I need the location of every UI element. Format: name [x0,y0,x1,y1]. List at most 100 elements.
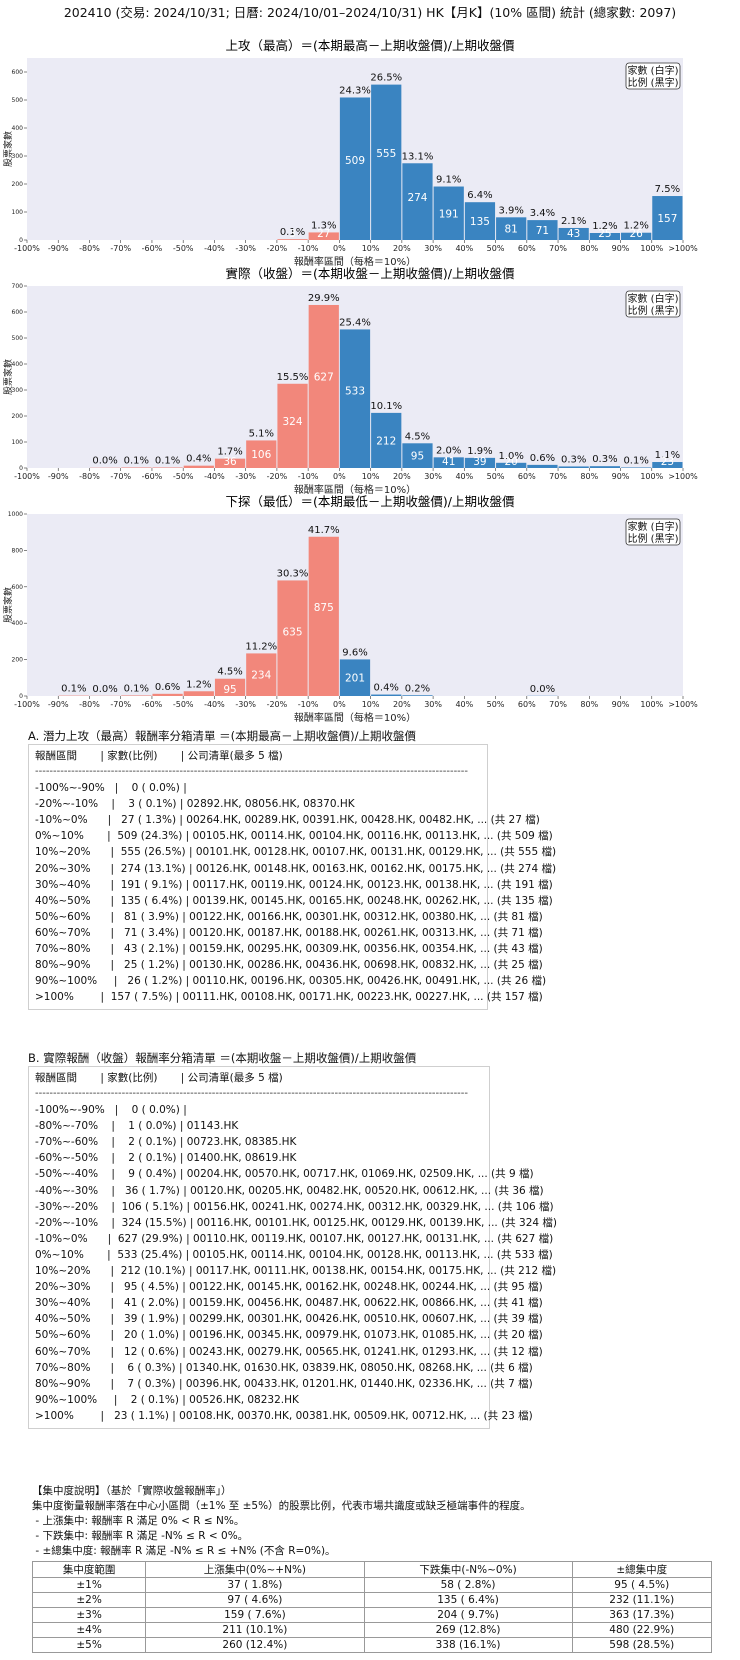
bar-percent-label: 0.0% [530,684,555,695]
bin-row: -50%~-40% | 9 ( 0.4%) | 00204.HK, 00570.… [35,1168,534,1181]
concentration-section: 【集中度說明】（基於「實際收盤報酬率」） 集中度衡量報酬率落在中心小區間（±1%… [31,1484,712,1653]
x-tick-label: -90% [48,244,69,253]
y-tick-label: 500 [12,335,24,342]
bar-count-label: 26 [629,228,643,240]
concentration-table: 集中度範圍 上漲集中(0%~+N%) 下跌集中(-N%~0%) ±總集中度 ±1… [31,1561,712,1653]
section-a-title: A. 潛力上攻（最高）報酬率分箱清單 ＝(本期最高－上期收盤價)/上期收盤價 [28,729,416,743]
bin-row: >100% | 157 ( 7.5%) | 00111.HK, 00108.HK… [35,991,543,1004]
y-tick-label: 600 [12,69,24,76]
concentration-header: 集中度範圍 [31,1561,147,1578]
bar-percent-label: 30.3% [277,568,309,579]
x-tick-label: 90% [612,700,630,709]
section-b-box: 報酬區間 | 家數(比例) | 公司清單(最多 5 檔) -----------… [28,1066,557,1429]
concentration-cell: 58 ( 2.8%) [363,1577,573,1593]
y-tick-label: 400 [12,620,24,627]
concentration-body: ±1% 37 ( 1.8%) 58 ( 2.8%) 95 ( 4.5%) ±2% 97 (… [31,1577,712,1653]
bar [371,694,402,696]
section-a-rows: -100%~-90% | 0 ( 0.0%) | -20%~-10% | 3 ( … [35,780,557,1005]
bin-row: 10%~20% | 555 (26.5%) | 00101.HK, 00128.… [35,846,557,859]
page-title: 202410 (交易: 2024/10/31; 日曆: 2024/10/01–2… [63,5,677,20]
bar [464,202,496,240]
bin-row: 80%~90% | 25 ( 1.2%) | 00130.HK, 00286.H… [35,959,543,972]
concentration-line: - ±總集中度: 報酬率 R 滿足 -N% ≤ R ≤ +N% (不含 R=0%… [32,1545,336,1557]
bar [339,329,371,468]
bar-percent-label: 0.1% [124,683,149,694]
bar-percent-label: 2.1% [561,216,586,227]
x-tick-label: 100% [640,700,663,709]
x-tick-label: 90% [612,472,630,481]
legend-line: 比例 (黑字) [628,304,679,317]
bar-percent-label: 26.5% [370,73,402,84]
concentration-cell: ±3% [31,1607,147,1623]
bar [621,467,652,468]
bar [152,693,183,696]
x-tick-label: -90% [48,700,69,709]
x-tick-label: 20% [393,472,411,481]
bar [214,458,246,468]
section-a-box: 報酬區間 | 家數(比例) | 公司清單(最多 5 檔) -----------… [28,744,557,1011]
x-tick-label: -100% [14,472,40,481]
x-tick-label: 50% [487,244,505,253]
y-tick-label: 200 [12,657,24,664]
bar-percent-label: 41.7% [308,525,340,536]
bin-row: 20%~30% | 95 ( 4.5%) | 00122.HK, 00145.H… [35,1281,543,1294]
x-tick-label: 40% [455,700,473,709]
bin-row: 40%~50% | 135 ( 6.4%) | 00139.HK, 00145.… [35,894,553,907]
concentration-cell: 269 (12.8%) [363,1622,573,1638]
section-b-header: 報酬區間 | 家數(比例) | 公司清單(最多 5 檔) [35,1072,283,1084]
bin-row: -30%~-20% | 106 ( 5.1%) | 00156.HK, 0024… [35,1200,554,1213]
bar-percent-label: 0.3% [561,454,586,465]
bin-row: 60%~70% | 12 ( 0.6%) | 00243.HK, 00279.H… [35,1345,543,1358]
section-a-header: 報酬區間 | 家數(比例) | 公司清單(最多 5 檔) [35,750,283,762]
bin-row: 20%~30% | 274 (13.1%) | 00126.HK, 00148.… [35,862,557,875]
bar-count-label: 157 [657,213,677,225]
y-tick-label: 0 [19,693,23,700]
x-tick-label: 90% [612,244,630,253]
bar [433,457,464,468]
y-tick-label: 200 [12,413,24,420]
bar [496,217,527,240]
section-a: A. 潛力上攻（最高）報酬率分箱清單 ＝(本期最高－上期收盤價)/上期收盤價 報… [28,729,557,1011]
bar-percent-label: 9.6% [342,647,367,658]
bar-percent-label: 1.2% [592,221,617,232]
x-tick-label: 60% [518,472,536,481]
concentration-cell: 159 ( 7.6%) [145,1607,365,1623]
concentration-title: 【集中度說明】（基於「實際收盤報酬率」） [32,1485,232,1497]
concentration-header: 上漲集中(0%~+N%) [145,1561,365,1578]
concentration-row: ±2% 97 ( 4.6%) 135 ( 6.4%) 232 (11.1%) [31,1592,712,1608]
bar-percent-label: 9.1% [436,175,461,186]
x-tick-label: 50% [487,472,505,481]
bar-percent-label: 3.9% [498,205,523,216]
y-tick-label: 400 [12,361,24,368]
bin-row: 70%~80% | 6 ( 0.3%) | 01340.HK, 01630.HK… [35,1361,533,1374]
bar [589,466,621,468]
x-tick-label: -70% [110,472,131,481]
concentration-cell: ±4% [31,1622,147,1638]
bar [371,84,402,240]
bar-percent-label: 0.0% [92,456,117,467]
bar [152,467,183,468]
concentration-header: ±總集中度 [571,1561,712,1578]
concentration-cell: 135 ( 6.4%) [363,1592,573,1608]
section-b: B. 實際報酬（收盤）報酬率分箱清單 ＝(本期收盤－上期收盤價)/上期收盤價 報… [28,1051,557,1429]
bar-percent-label: 10.1% [370,401,402,412]
bar [589,233,621,240]
bar-percent-label: 6.4% [467,190,492,201]
legend-box [625,290,681,318]
legend-line: 家數 (白字) [628,64,679,77]
bar [183,691,214,696]
legend-box [625,62,681,90]
x-tick-label: -10% [298,472,319,481]
bar-percent-label: 5.1% [249,428,274,439]
y-tick-label: 500 [12,97,24,104]
x-tick-label: -20% [267,244,288,253]
x-tick-label: 30% [424,244,442,253]
x-tick-label: 20% [393,700,411,709]
bar-count-label: 106 [251,449,271,461]
chart-title: 實際（收盤）＝(本期收盤－上期收盤價)/上期收盤價 [226,266,515,281]
bar [527,220,558,240]
y-tick-label: 800 [12,547,24,554]
concentration-cell: ±5% [31,1637,147,1653]
bar-count-label: 95 [223,684,236,696]
bar [652,196,683,240]
